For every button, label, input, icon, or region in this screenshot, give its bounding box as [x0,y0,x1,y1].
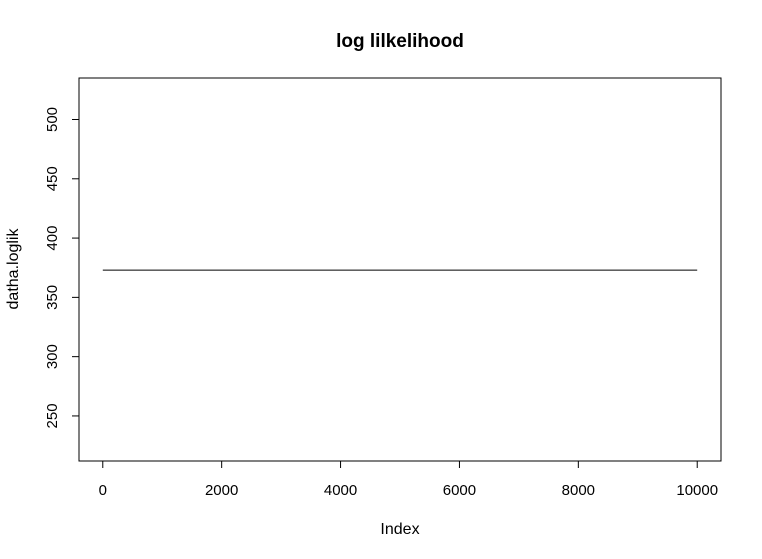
y-tick-label: 400 [44,226,61,251]
y-tick-label: 450 [44,166,61,191]
y-tick-label: 300 [44,344,61,369]
x-tick-label: 0 [99,482,107,499]
plot-frame [78,77,722,462]
x-tick-label: 6000 [443,482,476,499]
x-tick-label: 2000 [205,482,238,499]
y-tick-label: 500 [44,107,61,132]
x-tick-label: 10000 [676,482,718,499]
y-axis: 250 300 350 400 450 500 [44,107,80,428]
x-axis-label: Index [380,521,419,538]
chart-title: log lilkelihood [336,31,464,52]
x-tick-label: 4000 [324,482,357,499]
y-axis-label: datha.loglik [5,228,22,310]
y-tick-label: 350 [44,285,61,310]
y-tick-label: 250 [44,403,61,428]
x-axis: 0 2000 4000 6000 8000 10000 [99,460,718,499]
x-tick-label: 8000 [562,482,595,499]
